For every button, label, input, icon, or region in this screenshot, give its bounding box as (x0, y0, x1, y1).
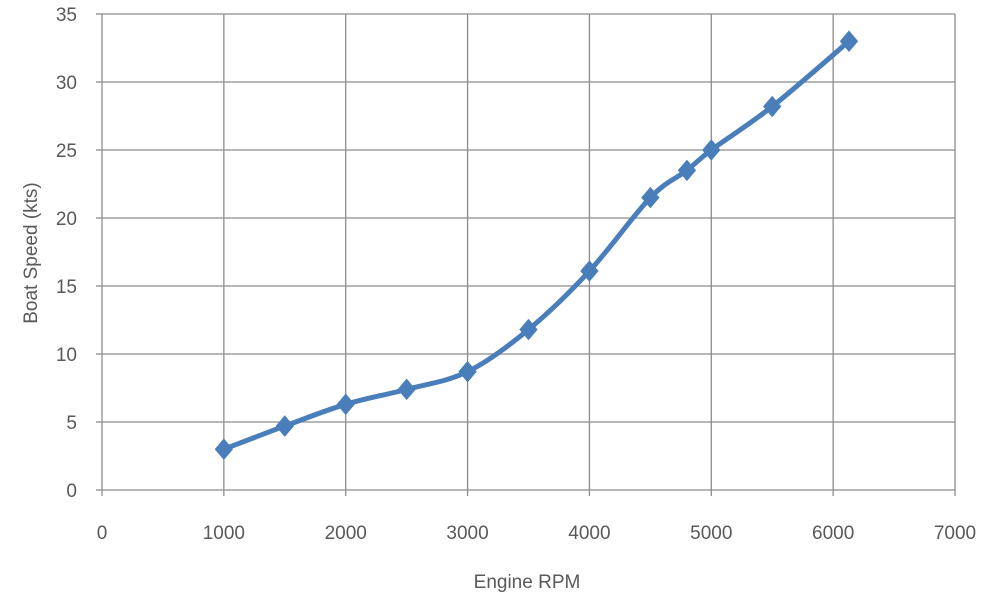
y-tick-label: 35 (56, 5, 77, 26)
x-tick-label: 0 (97, 523, 108, 544)
y-tick-label: 30 (56, 73, 77, 94)
x-tick-label: 4000 (568, 523, 610, 544)
x-tick-label: 7000 (934, 523, 976, 544)
data-point (397, 378, 416, 401)
x-tick-label: 5000 (690, 523, 732, 544)
data-point (214, 438, 234, 460)
x-tick-label: 2000 (325, 523, 367, 544)
y-tick-label: 5 (66, 413, 77, 434)
data-point (702, 139, 721, 161)
series-line (221, 38, 852, 452)
data-point (519, 318, 538, 341)
y-tick-label: 15 (56, 277, 77, 298)
x-axis-tick-labels: 0 1000 2000 3000 4000 5000 6000 7000 (97, 523, 976, 544)
series-layer (214, 30, 859, 460)
y-tick-label: 25 (56, 141, 77, 162)
x-tick-label: 3000 (446, 523, 488, 544)
data-point (677, 159, 697, 182)
data-point (641, 186, 660, 209)
y-tick-label: 10 (56, 345, 77, 366)
plot-grid (96, 13, 956, 496)
data-point (580, 260, 599, 282)
x-axis-title: Engine RPM (474, 572, 581, 593)
data-point (839, 30, 859, 52)
y-tick-label: 0 (66, 481, 77, 502)
data-point (275, 415, 294, 437)
x-tick-label: 1000 (203, 523, 245, 544)
x-tick-label: 6000 (812, 523, 854, 544)
y-axis-title: Boat Speed (kts) (21, 182, 42, 324)
data-point (763, 95, 782, 118)
y-axis-tick-labels: 0 5 10 15 20 25 30 35 (56, 5, 77, 502)
data-point (458, 360, 477, 383)
data-point (336, 393, 355, 416)
y-tick-label: 20 (56, 209, 77, 230)
